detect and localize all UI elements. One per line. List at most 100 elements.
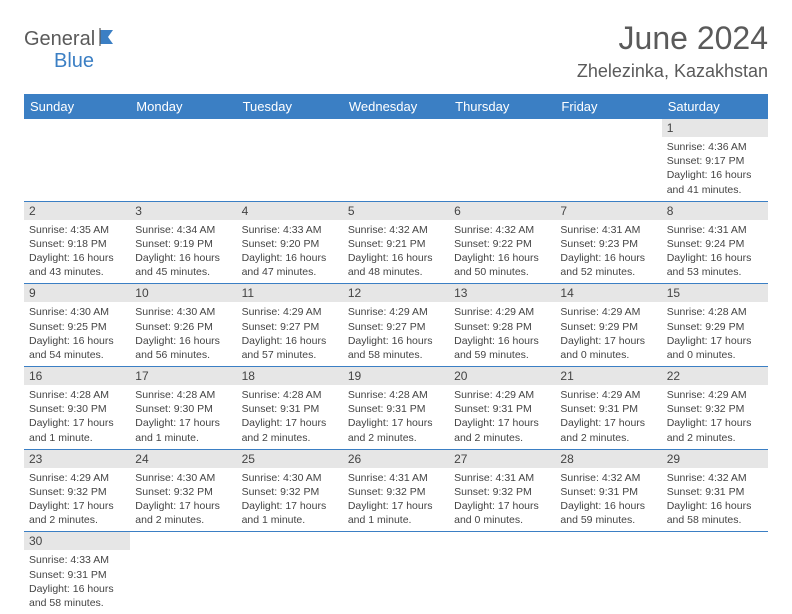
calendar-day-cell bbox=[449, 532, 555, 614]
day-number: 5 bbox=[343, 202, 449, 220]
day-number: 21 bbox=[555, 367, 661, 385]
day-number: 18 bbox=[237, 367, 343, 385]
day-details: Sunrise: 4:29 AMSunset: 9:28 PMDaylight:… bbox=[449, 302, 555, 366]
day-details: Sunrise: 4:28 AMSunset: 9:30 PMDaylight:… bbox=[24, 385, 130, 449]
day-details: Sunrise: 4:30 AMSunset: 9:32 PMDaylight:… bbox=[130, 468, 236, 532]
calendar-week-row: 1Sunrise: 4:36 AMSunset: 9:17 PMDaylight… bbox=[24, 119, 768, 201]
calendar-day-cell bbox=[662, 532, 768, 614]
day-details: Sunrise: 4:32 AMSunset: 9:21 PMDaylight:… bbox=[343, 220, 449, 284]
day-details: Sunrise: 4:32 AMSunset: 9:22 PMDaylight:… bbox=[449, 220, 555, 284]
calendar-day-cell: 17Sunrise: 4:28 AMSunset: 9:30 PMDayligh… bbox=[130, 367, 236, 450]
day-number: 8 bbox=[662, 202, 768, 220]
day-number: 2 bbox=[24, 202, 130, 220]
calendar-week-row: 16Sunrise: 4:28 AMSunset: 9:30 PMDayligh… bbox=[24, 367, 768, 450]
calendar-day-cell bbox=[24, 119, 130, 201]
calendar-day-cell: 8Sunrise: 4:31 AMSunset: 9:24 PMDaylight… bbox=[662, 201, 768, 284]
calendar-day-cell bbox=[555, 119, 661, 201]
calendar-day-cell: 29Sunrise: 4:32 AMSunset: 9:31 PMDayligh… bbox=[662, 449, 768, 532]
calendar-day-cell: 20Sunrise: 4:29 AMSunset: 9:31 PMDayligh… bbox=[449, 367, 555, 450]
logo: General bbox=[24, 20, 123, 51]
calendar-day-cell: 5Sunrise: 4:32 AMSunset: 9:21 PMDaylight… bbox=[343, 201, 449, 284]
day-number: 20 bbox=[449, 367, 555, 385]
logo-text-general: General bbox=[24, 28, 95, 51]
day-number: 19 bbox=[343, 367, 449, 385]
day-number: 25 bbox=[237, 450, 343, 468]
day-number: 24 bbox=[130, 450, 236, 468]
weekday-header: Saturday bbox=[662, 94, 768, 119]
calendar-day-cell: 11Sunrise: 4:29 AMSunset: 9:27 PMDayligh… bbox=[237, 284, 343, 367]
day-details: Sunrise: 4:28 AMSunset: 9:30 PMDaylight:… bbox=[130, 385, 236, 449]
title-block: June 2024 Zhelezinka, Kazakhstan bbox=[577, 20, 768, 82]
weekday-header: Wednesday bbox=[343, 94, 449, 119]
calendar-day-cell: 9Sunrise: 4:30 AMSunset: 9:25 PMDaylight… bbox=[24, 284, 130, 367]
day-details: Sunrise: 4:29 AMSunset: 9:27 PMDaylight:… bbox=[343, 302, 449, 366]
day-details: Sunrise: 4:28 AMSunset: 9:31 PMDaylight:… bbox=[237, 385, 343, 449]
header: General June 2024 Zhelezinka, Kazakhstan bbox=[24, 20, 768, 82]
calendar-day-cell: 22Sunrise: 4:29 AMSunset: 9:32 PMDayligh… bbox=[662, 367, 768, 450]
calendar-day-cell: 26Sunrise: 4:31 AMSunset: 9:32 PMDayligh… bbox=[343, 449, 449, 532]
day-number: 27 bbox=[449, 450, 555, 468]
calendar-day-cell: 28Sunrise: 4:32 AMSunset: 9:31 PMDayligh… bbox=[555, 449, 661, 532]
day-number: 1 bbox=[662, 119, 768, 137]
weekday-header: Friday bbox=[555, 94, 661, 119]
calendar-day-cell: 7Sunrise: 4:31 AMSunset: 9:23 PMDaylight… bbox=[555, 201, 661, 284]
calendar-day-cell: 1Sunrise: 4:36 AMSunset: 9:17 PMDaylight… bbox=[662, 119, 768, 201]
day-number: 23 bbox=[24, 450, 130, 468]
calendar-day-cell: 2Sunrise: 4:35 AMSunset: 9:18 PMDaylight… bbox=[24, 201, 130, 284]
logo-text-blue: Blue bbox=[54, 50, 94, 73]
calendar-day-cell: 23Sunrise: 4:29 AMSunset: 9:32 PMDayligh… bbox=[24, 449, 130, 532]
calendar-day-cell bbox=[130, 119, 236, 201]
weekday-header: Monday bbox=[130, 94, 236, 119]
calendar-day-cell: 18Sunrise: 4:28 AMSunset: 9:31 PMDayligh… bbox=[237, 367, 343, 450]
calendar-day-cell: 4Sunrise: 4:33 AMSunset: 9:20 PMDaylight… bbox=[237, 201, 343, 284]
day-number: 17 bbox=[130, 367, 236, 385]
day-number: 7 bbox=[555, 202, 661, 220]
day-details: Sunrise: 4:28 AMSunset: 9:31 PMDaylight:… bbox=[343, 385, 449, 449]
calendar-day-cell bbox=[130, 532, 236, 614]
day-details: Sunrise: 4:31 AMSunset: 9:32 PMDaylight:… bbox=[343, 468, 449, 532]
calendar-day-cell: 27Sunrise: 4:31 AMSunset: 9:32 PMDayligh… bbox=[449, 449, 555, 532]
calendar-day-cell: 6Sunrise: 4:32 AMSunset: 9:22 PMDaylight… bbox=[449, 201, 555, 284]
day-details: Sunrise: 4:33 AMSunset: 9:20 PMDaylight:… bbox=[237, 220, 343, 284]
calendar-day-cell: 25Sunrise: 4:30 AMSunset: 9:32 PMDayligh… bbox=[237, 449, 343, 532]
day-details: Sunrise: 4:35 AMSunset: 9:18 PMDaylight:… bbox=[24, 220, 130, 284]
day-details: Sunrise: 4:34 AMSunset: 9:19 PMDaylight:… bbox=[130, 220, 236, 284]
day-number: 13 bbox=[449, 284, 555, 302]
calendar-day-cell bbox=[449, 119, 555, 201]
day-details: Sunrise: 4:30 AMSunset: 9:32 PMDaylight:… bbox=[237, 468, 343, 532]
day-details: Sunrise: 4:32 AMSunset: 9:31 PMDaylight:… bbox=[555, 468, 661, 532]
calendar-day-cell: 10Sunrise: 4:30 AMSunset: 9:26 PMDayligh… bbox=[130, 284, 236, 367]
day-number: 22 bbox=[662, 367, 768, 385]
calendar-day-cell bbox=[555, 532, 661, 614]
calendar-day-cell: 19Sunrise: 4:28 AMSunset: 9:31 PMDayligh… bbox=[343, 367, 449, 450]
calendar-day-cell: 13Sunrise: 4:29 AMSunset: 9:28 PMDayligh… bbox=[449, 284, 555, 367]
calendar-week-row: 30Sunrise: 4:33 AMSunset: 9:31 PMDayligh… bbox=[24, 532, 768, 614]
calendar-day-cell: 14Sunrise: 4:29 AMSunset: 9:29 PMDayligh… bbox=[555, 284, 661, 367]
month-title: June 2024 bbox=[577, 20, 768, 57]
day-number: 29 bbox=[662, 450, 768, 468]
calendar-day-cell bbox=[237, 532, 343, 614]
calendar-day-cell: 30Sunrise: 4:33 AMSunset: 9:31 PMDayligh… bbox=[24, 532, 130, 614]
day-details: Sunrise: 4:29 AMSunset: 9:32 PMDaylight:… bbox=[24, 468, 130, 532]
day-number: 28 bbox=[555, 450, 661, 468]
calendar-week-row: 9Sunrise: 4:30 AMSunset: 9:25 PMDaylight… bbox=[24, 284, 768, 367]
calendar-day-cell bbox=[237, 119, 343, 201]
calendar-day-cell: 12Sunrise: 4:29 AMSunset: 9:27 PMDayligh… bbox=[343, 284, 449, 367]
day-details: Sunrise: 4:29 AMSunset: 9:29 PMDaylight:… bbox=[555, 302, 661, 366]
day-number: 4 bbox=[237, 202, 343, 220]
calendar-day-cell: 3Sunrise: 4:34 AMSunset: 9:19 PMDaylight… bbox=[130, 201, 236, 284]
day-details: Sunrise: 4:31 AMSunset: 9:23 PMDaylight:… bbox=[555, 220, 661, 284]
day-details: Sunrise: 4:29 AMSunset: 9:31 PMDaylight:… bbox=[555, 385, 661, 449]
calendar-week-row: 23Sunrise: 4:29 AMSunset: 9:32 PMDayligh… bbox=[24, 449, 768, 532]
weekday-header: Tuesday bbox=[237, 94, 343, 119]
day-number: 10 bbox=[130, 284, 236, 302]
day-details: Sunrise: 4:30 AMSunset: 9:25 PMDaylight:… bbox=[24, 302, 130, 366]
flag-icon bbox=[99, 28, 121, 51]
day-details: Sunrise: 4:36 AMSunset: 9:17 PMDaylight:… bbox=[662, 137, 768, 201]
calendar-table: Sunday Monday Tuesday Wednesday Thursday… bbox=[24, 94, 768, 614]
calendar-day-cell bbox=[343, 532, 449, 614]
day-number: 9 bbox=[24, 284, 130, 302]
weekday-header: Sunday bbox=[24, 94, 130, 119]
day-number: 6 bbox=[449, 202, 555, 220]
calendar-day-cell: 15Sunrise: 4:28 AMSunset: 9:29 PMDayligh… bbox=[662, 284, 768, 367]
